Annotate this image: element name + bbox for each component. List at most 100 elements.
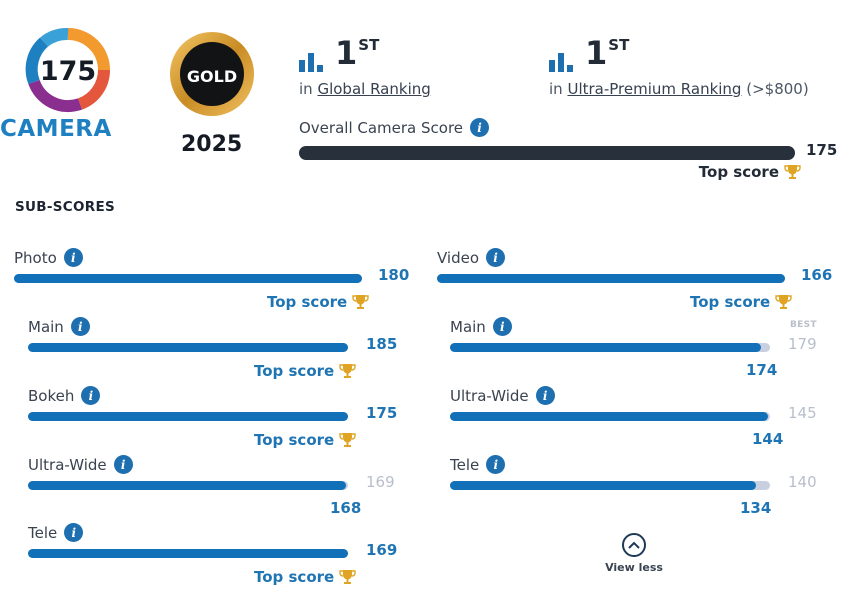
rank-suffix: ST — [608, 36, 630, 54]
trophy-icon — [339, 570, 356, 584]
video-tele-best: 140 — [788, 473, 817, 491]
photo-tele-top-score: Top score — [254, 568, 356, 586]
info-icon[interactable]: i — [81, 386, 101, 405]
view-less-button[interactable]: View less — [596, 533, 672, 574]
photo-tele-value: 169 — [366, 541, 398, 559]
photo-ultrawide-label: Ultra-Wide i — [28, 455, 133, 474]
global-ranking-link[interactable]: Global Ranking — [317, 80, 431, 98]
photo-bokeh-label: Bokeh i — [28, 386, 101, 405]
video-top-score: Top score — [690, 293, 792, 311]
photo-top-score: Top score — [267, 293, 369, 311]
photo-bokeh-fill — [28, 412, 348, 421]
photo-main-label-text: Main — [28, 317, 64, 336]
video-label-text: Video — [437, 248, 480, 267]
overall-label-text: Overall Camera Score — [299, 118, 464, 137]
overall-score-bar — [299, 146, 795, 160]
photo-ultrawide-fill — [28, 481, 347, 490]
video-score-bar — [437, 274, 785, 283]
ultra-premium-ranking: 1 ST in Ultra-Premium Ranking (>$800) — [549, 36, 809, 98]
best-tag: BEST — [790, 320, 817, 330]
photo-label: Photo i — [14, 248, 83, 267]
sub-scores-title: SUB-SCORES — [15, 199, 116, 215]
chevron-up-icon — [622, 533, 646, 557]
rank-number: 1 — [585, 34, 608, 72]
trophy-icon — [775, 295, 792, 309]
info-icon[interactable]: i — [64, 523, 84, 542]
info-icon[interactable]: i — [63, 248, 83, 267]
gold-year: 2025 — [181, 132, 243, 157]
video-tele-value: 134 — [740, 499, 772, 517]
ranking-bars-icon — [299, 53, 323, 72]
ranking-bars-icon — [549, 53, 573, 72]
photo-main-bar — [28, 343, 348, 352]
info-icon[interactable]: i — [486, 455, 506, 474]
photo-tele-fill — [28, 549, 348, 558]
overall-top-score: Top score — [699, 163, 801, 181]
info-icon[interactable]: i — [492, 317, 512, 336]
video-main-best: 179 — [788, 335, 817, 353]
video-main-fill — [450, 343, 762, 352]
price-range: (>$800) — [746, 80, 809, 98]
overall-camera-score-label: Overall Camera Score i — [299, 118, 490, 137]
video-ultrawide-label-text: Ultra-Wide — [450, 386, 529, 405]
video-tele-bar — [450, 481, 770, 490]
camera-label: CAMERA — [0, 116, 112, 142]
svg-text:GOLD: GOLD — [187, 67, 237, 86]
global-ranking: 1 ST in Global Ranking — [299, 36, 431, 98]
top-score-label: Top score — [254, 568, 335, 586]
top-score-label: Top score — [698, 163, 779, 181]
photo-score-bar — [14, 274, 362, 283]
info-icon[interactable]: i — [486, 248, 506, 267]
photo-ultrawide-best: 169 — [366, 473, 395, 491]
video-ultrawide-value: 144 — [752, 430, 784, 448]
photo-main-value: 185 — [366, 335, 398, 353]
rank-suffix: ST — [358, 36, 380, 54]
view-less-label: View less — [605, 561, 663, 574]
photo-bokeh-label-text: Bokeh — [28, 386, 75, 405]
info-icon[interactable]: i — [113, 455, 133, 474]
info-icon[interactable]: i — [535, 386, 555, 405]
trophy-icon — [784, 165, 801, 179]
ultra-premium-ranking-link[interactable]: Ultra-Premium Ranking — [567, 80, 742, 98]
svg-text:175: 175 — [40, 56, 96, 87]
photo-label-text: Photo — [14, 248, 57, 267]
photo-bokeh-value: 175 — [366, 404, 398, 422]
photo-ultrawide-bar — [28, 481, 348, 490]
rank-number: 1 — [335, 34, 358, 72]
photo-score-fill — [14, 274, 362, 283]
rank-prefix: in — [549, 80, 563, 98]
trophy-icon — [352, 295, 369, 309]
gold-medal-icon: GOLD — [170, 32, 254, 116]
photo-bokeh-bar — [28, 412, 348, 421]
photo-main-top-score: Top score — [254, 362, 356, 380]
camera-score-badge: 175 — [14, 22, 134, 116]
video-main-label-text: Main — [450, 317, 486, 336]
photo-bokeh-top-score: Top score — [254, 431, 356, 449]
top-score-label: Top score — [254, 431, 335, 449]
video-score-value: 166 — [801, 266, 833, 284]
photo-ultrawide-value: 168 — [330, 499, 362, 517]
info-icon[interactable]: i — [470, 118, 490, 137]
video-score-fill — [437, 274, 785, 283]
top-score-label: Top score — [267, 293, 348, 311]
video-tele-label: Tele i — [450, 455, 506, 474]
gold-badge: GOLD — [156, 22, 266, 126]
video-label: Video i — [437, 248, 506, 267]
top-score-label: Top score — [254, 362, 335, 380]
video-main-label: Main i — [450, 317, 512, 336]
video-ultrawide-label: Ultra-Wide i — [450, 386, 555, 405]
camera-ring-icon: 175 — [25, 28, 111, 113]
rank-prefix: in — [299, 80, 313, 98]
video-ultrawide-bar — [450, 412, 770, 421]
video-main-value: 174 — [746, 361, 778, 379]
photo-tele-label-text: Tele — [28, 523, 58, 542]
photo-tele-bar — [28, 549, 348, 558]
photo-score-value: 180 — [378, 266, 410, 284]
video-main-bar — [450, 343, 770, 352]
photo-main-fill — [28, 343, 348, 352]
overall-score-value: 175 — [806, 141, 838, 159]
photo-ultrawide-label-text: Ultra-Wide — [28, 455, 107, 474]
overall-score-fill — [299, 146, 795, 160]
video-ultrawide-best: 145 — [788, 404, 817, 422]
info-icon[interactable]: i — [70, 317, 90, 336]
